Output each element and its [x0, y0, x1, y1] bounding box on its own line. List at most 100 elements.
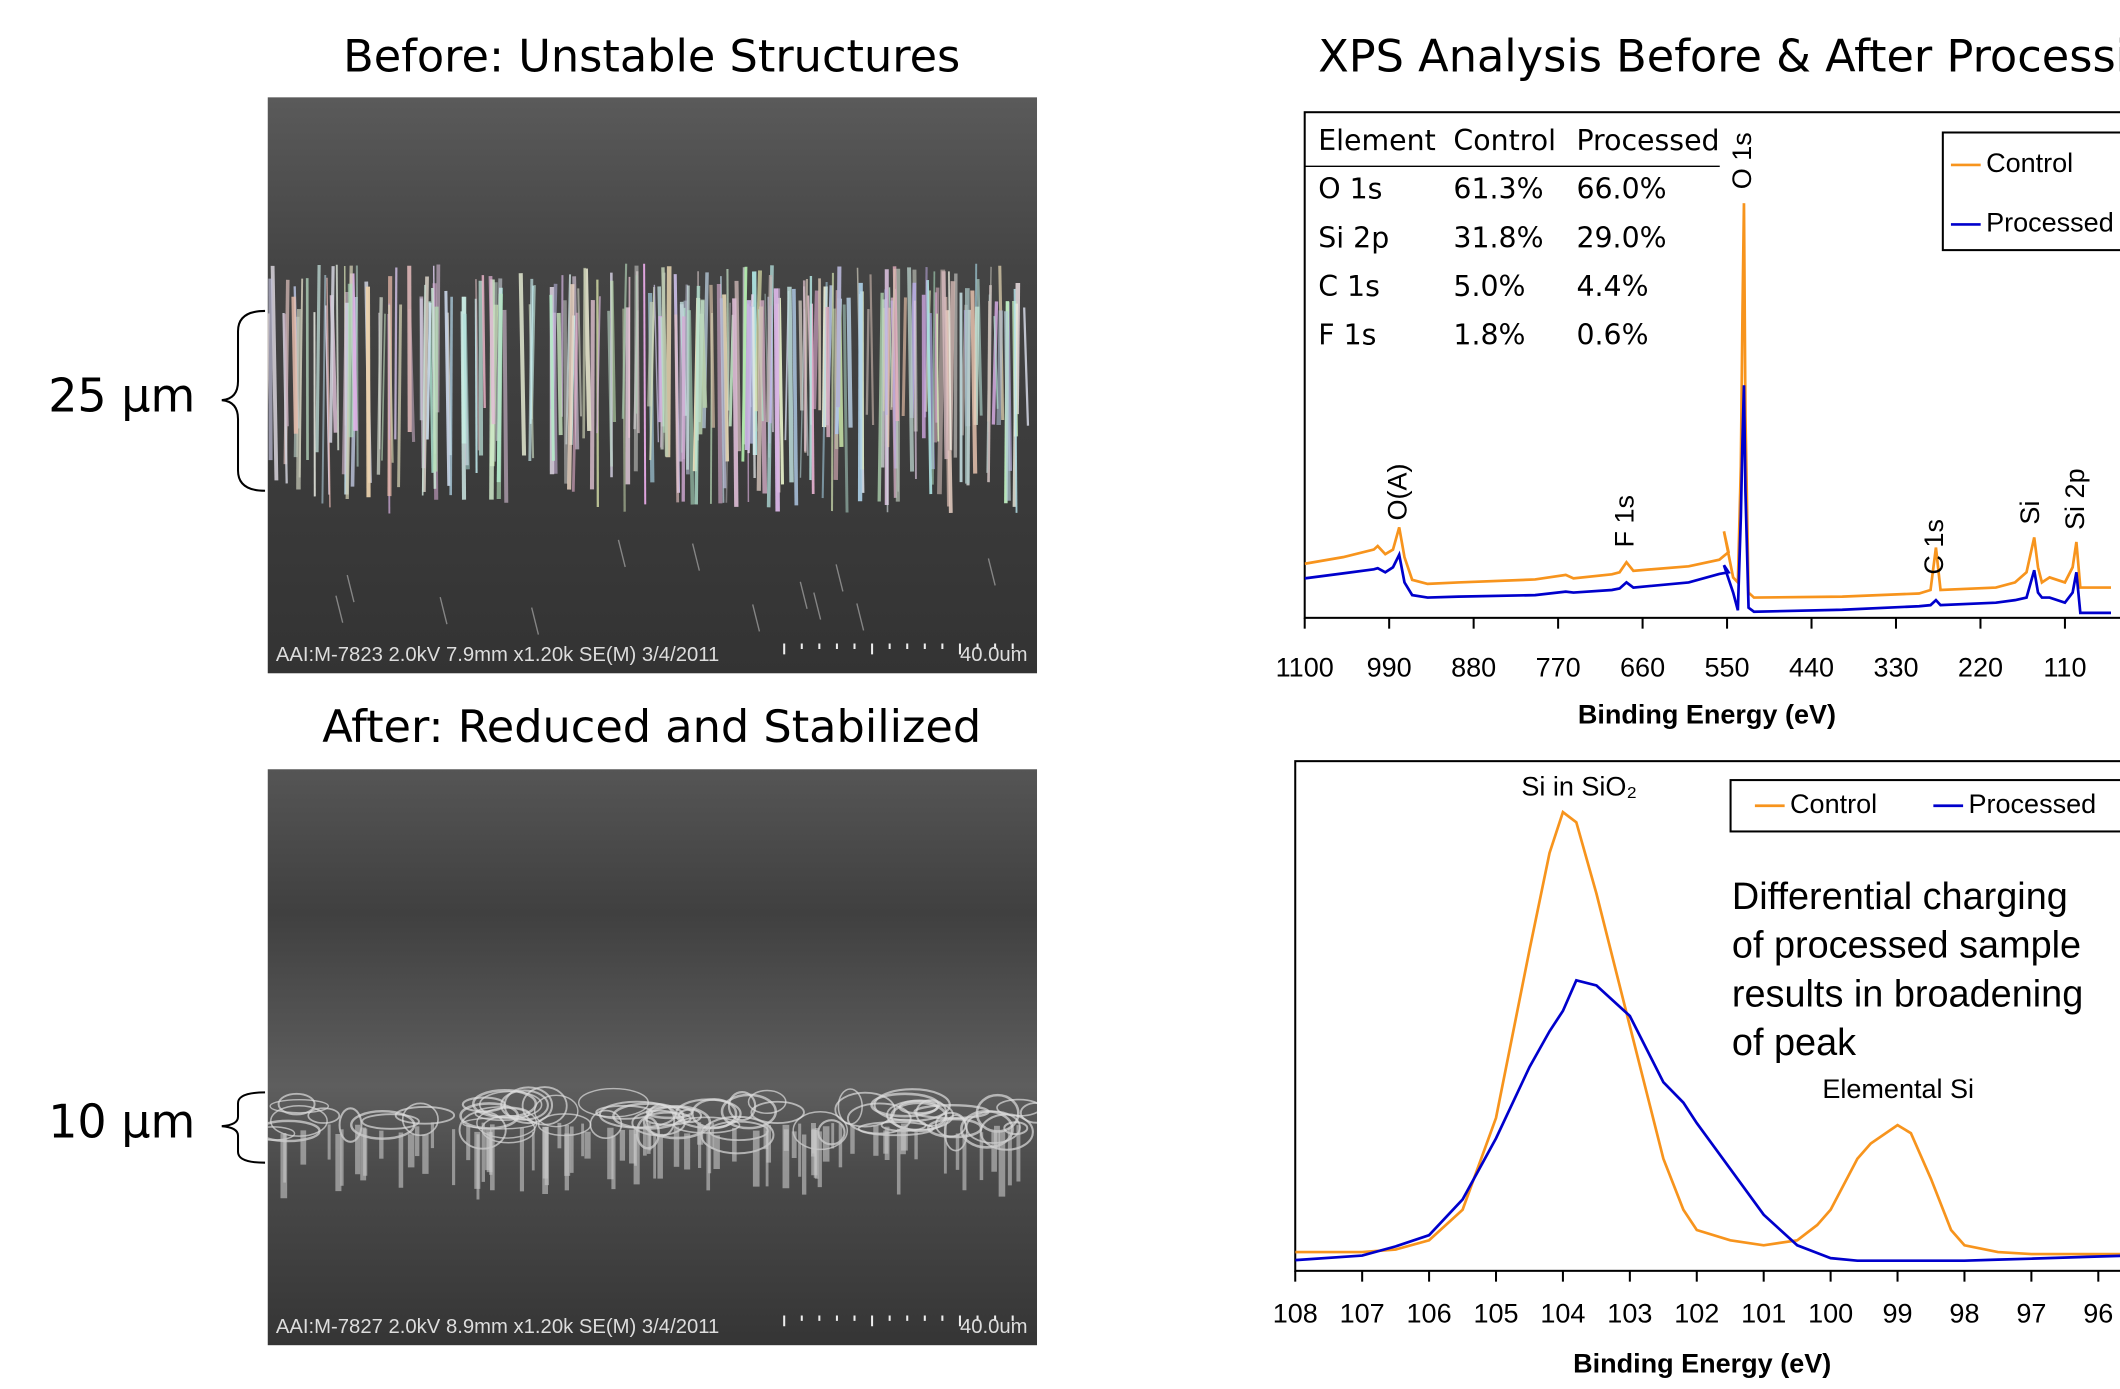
- x-tick-label: 101: [1741, 1299, 1786, 1329]
- table-cell: Si 2p: [1318, 221, 1389, 254]
- streak: [267, 313, 270, 419]
- streak: [607, 310, 613, 467]
- streak: [563, 300, 568, 484]
- annotation-note: of processed sample: [1732, 925, 2081, 967]
- streak: [941, 271, 949, 460]
- blob: [500, 1089, 549, 1121]
- streak: [433, 306, 439, 472]
- streak: [444, 290, 451, 486]
- streak: [934, 292, 938, 423]
- blob: [846, 1102, 912, 1135]
- streak: [376, 297, 383, 475]
- streak: [577, 288, 583, 417]
- streak: [291, 296, 299, 434]
- streak: [836, 266, 842, 408]
- blob: [727, 1091, 757, 1122]
- x-tick-label: 770: [1536, 652, 1581, 682]
- annotation-note: Differential charging: [1732, 876, 2068, 918]
- table-cell: 4.4%: [1576, 270, 1648, 303]
- streak: [936, 313, 940, 442]
- streak: [996, 310, 1004, 426]
- streak: [346, 574, 355, 603]
- streak: [582, 267, 587, 439]
- peak-label: Elemental Si: [1822, 1074, 1974, 1104]
- series-line: [1295, 978, 2120, 1263]
- blob: [533, 1094, 579, 1128]
- series-line: [1304, 385, 2112, 615]
- table-header: Processed: [1576, 124, 1719, 157]
- x-tick-label: 660: [1620, 652, 1665, 682]
- peak-label: C 1s: [1919, 519, 1949, 575]
- streak: [732, 298, 739, 507]
- streak: [901, 297, 907, 417]
- x-tick-label: 104: [1540, 1299, 1585, 1329]
- streak: [709, 284, 716, 428]
- peak-label: F 1s: [1610, 495, 1640, 548]
- x-tick-label: 990: [1367, 652, 1412, 682]
- streak: [496, 293, 503, 500]
- x-tick-label: 96: [2083, 1299, 2113, 1329]
- streak: [741, 266, 748, 462]
- sem-panel: Before: Unstable Structures AAI:M-7823 2…: [48, 30, 1038, 1346]
- table-cell: 0.6%: [1576, 319, 1648, 352]
- blob: [394, 1106, 456, 1125]
- streak: [802, 280, 807, 452]
- peak-label: Si: [2015, 501, 2045, 525]
- streak: [799, 581, 808, 609]
- table-cell: 1.8%: [1453, 319, 1525, 352]
- streak: [296, 309, 302, 490]
- streak: [991, 301, 999, 425]
- streak: [394, 267, 398, 440]
- streak: [518, 273, 527, 456]
- streak: [696, 299, 705, 423]
- legend-label: Processed: [1986, 208, 2114, 238]
- scale-label: 10 µm: [48, 1094, 195, 1148]
- blob: [913, 1104, 990, 1120]
- streak: [887, 307, 891, 448]
- x-tick-label: 107: [1340, 1299, 1385, 1329]
- blob: [996, 1098, 1038, 1117]
- table-cell: O 1s: [1318, 173, 1382, 206]
- streak: [560, 275, 564, 417]
- blob: [1003, 1121, 1029, 1136]
- streak: [948, 271, 952, 450]
- sem-image: [267, 769, 1038, 1346]
- streak: [388, 304, 394, 463]
- streak: [324, 305, 330, 495]
- x-tick-label: 1100: [1276, 652, 1334, 682]
- table-cell: 29.0%: [1576, 221, 1666, 254]
- streak: [502, 309, 509, 503]
- streak: [907, 267, 915, 472]
- streak: [1023, 307, 1030, 426]
- streak: [857, 282, 863, 502]
- blob: [589, 1109, 623, 1139]
- x-tick-label: 103: [1607, 1299, 1652, 1329]
- streak: [397, 304, 403, 488]
- streak: [722, 294, 730, 462]
- blob: [834, 1091, 896, 1128]
- x-axis-label: Binding Energy (eV): [1578, 700, 1836, 730]
- streak: [421, 284, 426, 496]
- x-tick-label: 100: [1808, 1299, 1853, 1329]
- streak: [528, 278, 534, 462]
- streak: [842, 304, 849, 513]
- streak: [869, 274, 875, 426]
- x-tick-label: 108: [1273, 1299, 1318, 1329]
- streak: [773, 288, 780, 512]
- streak: [661, 267, 669, 457]
- table-cell: 31.8%: [1453, 221, 1543, 254]
- streak: [462, 313, 470, 470]
- streak: [687, 310, 695, 505]
- streak: [481, 275, 486, 409]
- streak: [993, 316, 999, 409]
- legend-label: Control: [1790, 789, 1877, 819]
- streak: [835, 564, 844, 592]
- x-tick-label: 106: [1407, 1299, 1452, 1329]
- bracket: [221, 309, 266, 492]
- x-axis-label: Binding Energy (eV): [1573, 1349, 1831, 1379]
- streak: [787, 286, 794, 483]
- streak: [719, 298, 727, 489]
- plot-area: [1294, 760, 2120, 1272]
- blob: [269, 1098, 330, 1114]
- blob: [277, 1092, 316, 1116]
